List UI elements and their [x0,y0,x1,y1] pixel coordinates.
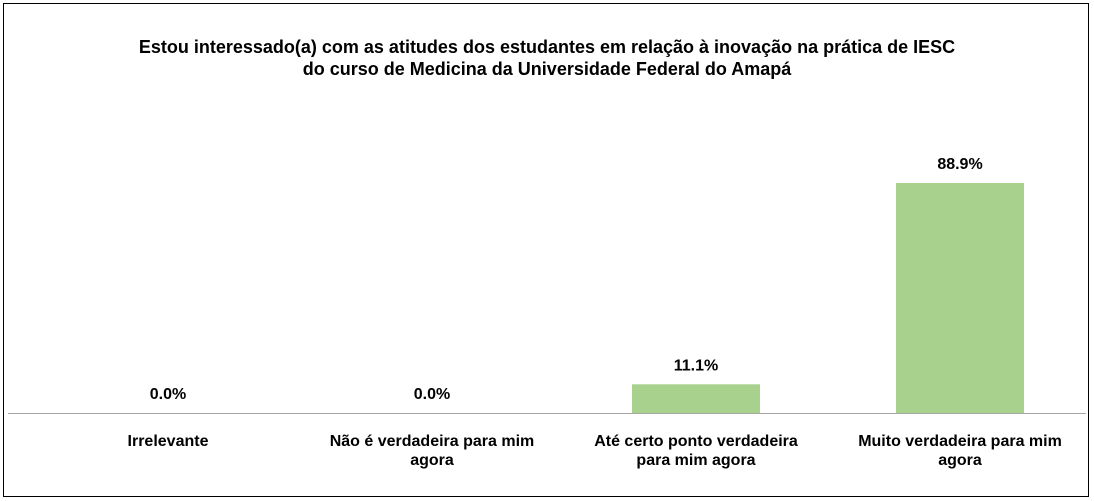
x-tick-label: Até certo ponto verdadeira para mim agor… [594,433,798,469]
bar [896,183,1024,413]
chart-border [3,3,1089,497]
data-label: 0.0% [150,386,186,403]
data-label: 88.9% [937,156,982,173]
x-tick-label: Não é verdadeira para mim agora [329,433,535,469]
x-tick-label: Muito verdadeira para mim agora [858,433,1062,469]
x-tick-label: Irrelevante [127,433,209,450]
bar [632,384,760,413]
data-label: 11.1% [674,357,718,374]
chart-title: Estou interessado(a) com as atitudes dos… [138,37,956,79]
data-label: 0.0% [414,386,450,403]
